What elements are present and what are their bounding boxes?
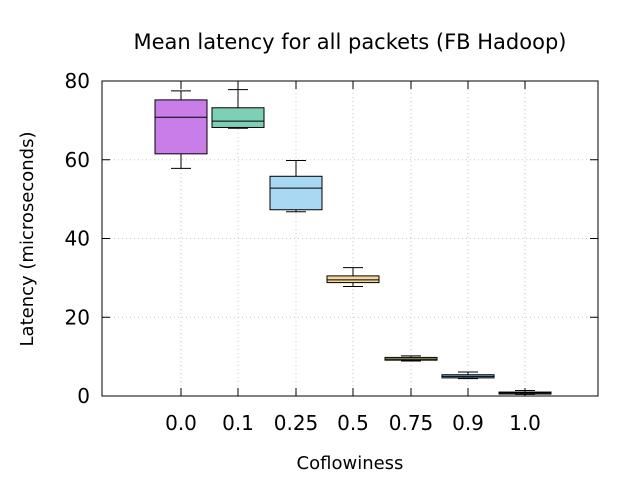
box-0.0 (154, 90, 208, 169)
axis-layer: 0 20 40 60 80 0.0 0.1 0.25 0.5 0.75 0.9 1.0 (65, 69, 598, 435)
y-tick-label: 0 (77, 384, 90, 408)
x-tick-label: 0.9 (452, 411, 484, 435)
box-body (269, 175, 323, 211)
y-axis-label: Latency (microseconds) (17, 132, 38, 347)
box-body (326, 275, 380, 284)
boxes-layer (154, 89, 552, 395)
box-0.5 (326, 267, 380, 288)
box-0.75 (384, 355, 438, 362)
x-tick-label: 1.0 (509, 411, 541, 435)
y-tick-label: 80 (65, 69, 90, 93)
x-tick-label: 0.1 (222, 411, 254, 435)
box-body (154, 99, 208, 155)
chart-title: Mean latency for all packets (FB Hadoop) (134, 30, 567, 54)
x-axis-label: Coflowiness (297, 453, 404, 474)
y-tick-label: 20 (65, 305, 90, 329)
box-0.25 (269, 160, 323, 213)
y-tick-label: 40 (65, 227, 90, 251)
box-0.9 (441, 371, 495, 380)
x-tick-label: 0.75 (389, 411, 434, 435)
box-body (211, 107, 265, 128)
x-tick-label: 0.25 (274, 411, 319, 435)
y-tick-label: 60 (65, 148, 90, 172)
x-tick-label: 0.5 (337, 411, 369, 435)
x-tick-label: 0.0 (165, 411, 197, 435)
box-0.1 (211, 89, 265, 129)
